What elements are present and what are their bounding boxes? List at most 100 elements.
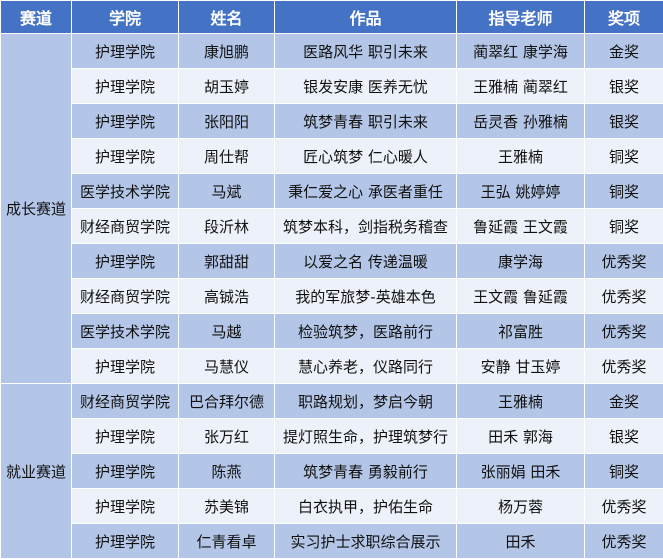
college-cell: 医学技术学院: [71, 313, 179, 349]
table-row: 护理学院 苏美锦 白衣执甲，护佑生命 杨万蓉 优秀奖: [1, 488, 663, 524]
work-title-cell: 实习护士求职综合展示: [274, 523, 457, 559]
work-title-cell: 检验筑梦，医路前行: [274, 313, 457, 349]
work-title-cell: 秉仁爱之心 承医者重任: [274, 173, 457, 209]
work-title-cell: 白衣执甲，护佑生命: [274, 488, 457, 524]
track-cell: 就业赛道: [0, 383, 72, 559]
work-title-cell: 职路规划，梦启今朝: [274, 383, 457, 419]
student-name-cell: 马越: [178, 313, 275, 349]
track-cell: 成长赛道: [0, 33, 72, 384]
award-cell: 银奖: [584, 68, 663, 104]
student-name-cell: 马慧仪: [178, 348, 275, 384]
college-cell: 财经商贸学院: [71, 278, 179, 314]
college-cell: 护理学院: [71, 33, 179, 69]
award-cell: 优秀奖: [584, 278, 663, 314]
student-name-cell: 胡玉婷: [178, 68, 275, 104]
work-title-cell: 医路风华 职引未来: [274, 33, 457, 69]
college-cell: 财经商贸学院: [71, 383, 179, 419]
header-work: 作品: [274, 0, 457, 34]
award-cell: 铜奖: [584, 138, 663, 174]
advisor-cell: 鲁延霞 王文霞: [456, 208, 585, 244]
table-row: 财经商贸学院 高铖浩 我的军旅梦-英雄本色 王文霞 鲁延霞 优秀奖: [1, 278, 663, 314]
header-advisor: 指导老师: [456, 0, 585, 34]
advisor-cell: 王雅楠: [456, 383, 585, 419]
work-title-cell: 我的军旅梦-英雄本色: [274, 278, 457, 314]
student-name-cell: 康旭鹏: [178, 33, 275, 69]
table-row: 护理学院 胡玉婷 银发安康 医养无忧 王雅楠 蔺翠红 银奖: [1, 68, 663, 104]
award-cell: 优秀奖: [584, 313, 663, 349]
advisor-cell: 王文霞 鲁延霞: [456, 278, 585, 314]
header-college: 学院: [71, 0, 179, 34]
advisor-cell: 杨万蓉: [456, 488, 585, 524]
student-name-cell: 苏美锦: [178, 488, 275, 524]
table-row: 成长赛道 护理学院 康旭鹏 医路风华 职引未来 蔺翠红 康学海 金奖: [0, 33, 663, 384]
award-cell: 优秀奖: [584, 243, 663, 279]
table-row: 就业赛道 财经商贸学院 巴合拜尔德 职路规划，梦启今朝 王雅楠 金奖: [0, 383, 663, 559]
table-row: 医学技术学院 马斌 秉仁爱之心 承医者重任 王弘 姚婷婷 铜奖: [1, 173, 663, 209]
student-name-cell: 段沂林: [178, 208, 275, 244]
work-title-cell: 筑梦青春 勇毅前行: [274, 453, 457, 489]
table-row: 护理学院 郭甜甜 以爱之名 传递温暖 康学海 优秀奖: [1, 243, 663, 279]
college-cell: 医学技术学院: [71, 173, 179, 209]
advisor-cell: 蔺翠红 康学海: [456, 33, 585, 69]
award-cell: 金奖: [584, 33, 663, 69]
work-title-cell: 提灯照生命，护理筑梦行: [274, 418, 457, 454]
student-name-cell: 仁青看卓: [178, 523, 275, 559]
award-cell: 银奖: [584, 103, 663, 139]
college-cell: 护理学院: [71, 523, 179, 559]
table-row: 护理学院 陈燕 筑梦青春 勇毅前行 张丽娟 田禾 铜奖: [1, 453, 663, 489]
table-row: 护理学院 张阳阳 筑梦青春 职引未来 岳灵香 孙雅楠 银奖: [1, 103, 663, 139]
advisor-cell: 岳灵香 孙雅楠: [456, 103, 585, 139]
award-cell: 银奖: [584, 418, 663, 454]
table-row: 护理学院 张万红 提灯照生命，护理筑梦行 田禾 郭海 银奖: [1, 418, 663, 454]
header-track: 赛道: [0, 0, 72, 34]
award-cell: 铜奖: [584, 208, 663, 244]
work-title-cell: 银发安康 医养无忧: [274, 68, 457, 104]
college-cell: 财经商贸学院: [71, 208, 179, 244]
table-row: 护理学院 仁青看卓 实习护士求职综合展示 田禾 优秀奖: [1, 523, 663, 559]
award-cell: 优秀奖: [584, 488, 663, 524]
award-cell: 优秀奖: [584, 348, 663, 384]
student-name-cell: 张阳阳: [178, 103, 275, 139]
award-cell: 铜奖: [584, 453, 663, 489]
student-name-cell: 周仕帮: [178, 138, 275, 174]
advisor-cell: 张丽娟 田禾: [456, 453, 585, 489]
college-cell: 护理学院: [71, 418, 179, 454]
table-row: 财经商贸学院 段沂林 筑梦本科，剑指税务稽查 鲁延霞 王文霞 铜奖: [1, 208, 663, 244]
college-cell: 护理学院: [71, 103, 179, 139]
work-title-cell: 匠心筑梦 仁心暖人: [274, 138, 457, 174]
advisor-cell: 康学海: [456, 243, 585, 279]
award-cell: 铜奖: [584, 173, 663, 209]
student-name-cell: 马斌: [178, 173, 275, 209]
college-cell: 护理学院: [71, 138, 179, 174]
student-name-cell: 高铖浩: [178, 278, 275, 314]
table-row: 护理学院 马慧仪 慧心养老，仪路同行 安静 甘玉婷 优秀奖: [1, 348, 663, 384]
advisor-cell: 祁富胜: [456, 313, 585, 349]
award-cell: 优秀奖: [584, 523, 663, 559]
work-title-cell: 慧心养老，仪路同行: [274, 348, 457, 384]
college-cell: 护理学院: [71, 348, 179, 384]
advisor-cell: 王弘 姚婷婷: [456, 173, 585, 209]
advisor-cell: 王雅楠: [456, 138, 585, 174]
advisor-cell: 王雅楠 蔺翠红: [456, 68, 585, 104]
work-title-cell: 筑梦青春 职引未来: [274, 103, 457, 139]
work-title-cell: 以爱之名 传递温暖: [274, 243, 457, 279]
award-cell: 金奖: [584, 383, 663, 419]
student-name-cell: 张万红: [178, 418, 275, 454]
advisor-cell: 安静 甘玉婷: [456, 348, 585, 384]
header-award: 奖项: [584, 0, 663, 34]
advisor-cell: 田禾 郭海: [456, 418, 585, 454]
student-name-cell: 郭甜甜: [178, 243, 275, 279]
college-cell: 护理学院: [71, 243, 179, 279]
header-row: 赛道 学院 姓名 作品 指导老师 奖项: [0, 0, 663, 34]
college-cell: 护理学院: [71, 453, 179, 489]
student-name-cell: 巴合拜尔德: [178, 383, 275, 419]
work-title-cell: 筑梦本科，剑指税务稽查: [274, 208, 457, 244]
table-row: 医学技术学院 马越 检验筑梦，医路前行 祁富胜 优秀奖: [1, 313, 663, 349]
student-name-cell: 陈燕: [178, 453, 275, 489]
advisor-cell: 田禾: [456, 523, 585, 559]
table-row: 护理学院 周仕帮 匠心筑梦 仁心暖人 王雅楠 铜奖: [1, 138, 663, 174]
college-cell: 护理学院: [71, 488, 179, 524]
header-name: 姓名: [178, 0, 275, 34]
college-cell: 护理学院: [71, 68, 179, 104]
